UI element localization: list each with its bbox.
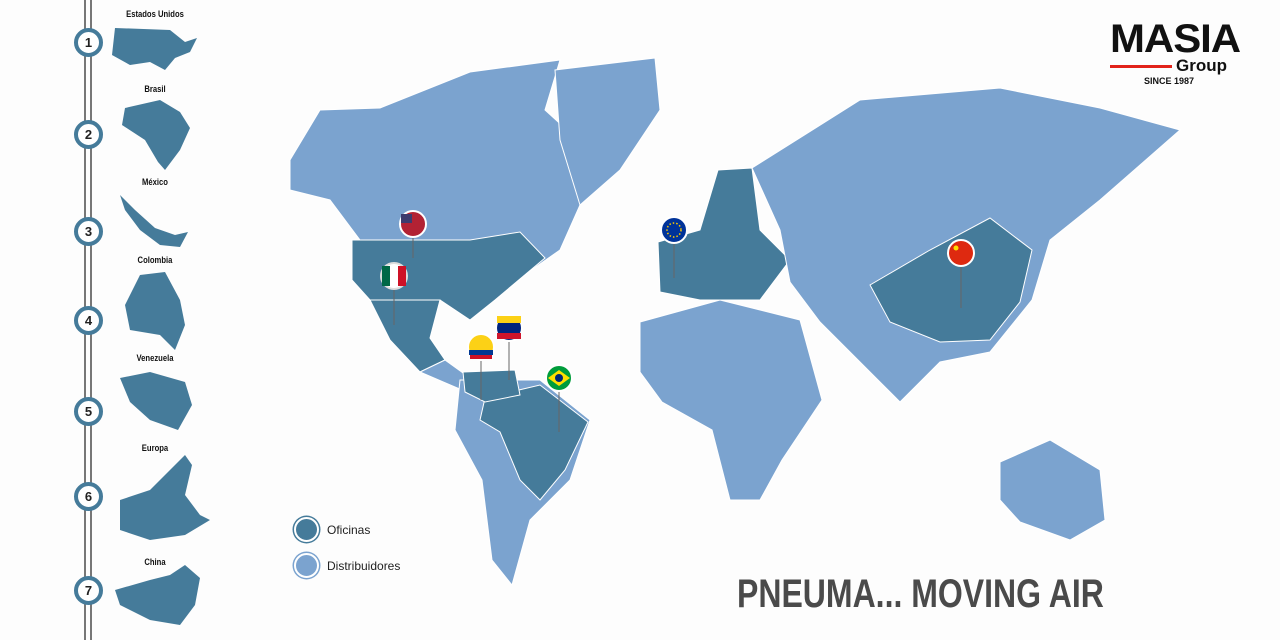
location-label: China — [144, 557, 166, 567]
location-number: 1 — [74, 28, 103, 57]
venezuela-silhouette — [120, 372, 192, 430]
china-flag-icon — [947, 239, 975, 267]
usa-silhouette — [112, 28, 197, 70]
greenland — [554, 57, 661, 206]
logo-red-line — [1110, 64, 1172, 68]
brazil — [479, 384, 589, 501]
eu-flag-icon — [660, 216, 688, 244]
distributors-swatch — [294, 553, 319, 578]
europe-silhouette — [120, 455, 210, 540]
brazil-silhouette — [122, 100, 190, 170]
location-number: 5 — [74, 397, 103, 426]
location-label: Venezuela — [136, 353, 174, 363]
mexico-silhouette — [120, 195, 188, 247]
usa — [351, 231, 546, 321]
china-silhouette — [115, 565, 200, 625]
logo-name: MASIA — [1110, 17, 1241, 61]
location-label: Europa — [141, 443, 169, 453]
europe — [657, 167, 791, 301]
mexico — [369, 299, 446, 373]
north-america — [289, 59, 601, 279]
location-label: México — [142, 177, 168, 187]
china — [869, 217, 1033, 343]
offices-swatch — [294, 517, 319, 542]
location-number: 7 — [74, 576, 103, 605]
legend-distributors-label: Distribuidores — [327, 558, 401, 573]
location-label: Estados Unidos — [126, 9, 184, 19]
colombia-venezuela — [462, 369, 521, 403]
location-label: Colombia — [137, 255, 173, 265]
legend-offices: Oficinas — [294, 517, 370, 542]
australia — [999, 439, 1106, 541]
colombia-silhouette — [125, 272, 185, 350]
location-number: 2 — [74, 120, 103, 149]
legend-offices-label: Oficinas — [327, 522, 371, 537]
slogan: PNEUMA... MOVING AIR — [737, 572, 1104, 616]
africa — [639, 299, 823, 501]
masia-group-logo: MASIA Group SINCE 1987 — [1110, 19, 1245, 86]
flag-pins — [380, 210, 975, 432]
logo-group: Group — [1176, 56, 1227, 75]
location-number: 6 — [74, 482, 103, 511]
legend-distributors: Distribuidores — [294, 553, 400, 578]
location-label: Brasil — [144, 84, 166, 94]
location-number: 3 — [74, 217, 103, 246]
location-number: 4 — [74, 306, 103, 335]
logo-since: SINCE 1987 — [1144, 76, 1195, 86]
